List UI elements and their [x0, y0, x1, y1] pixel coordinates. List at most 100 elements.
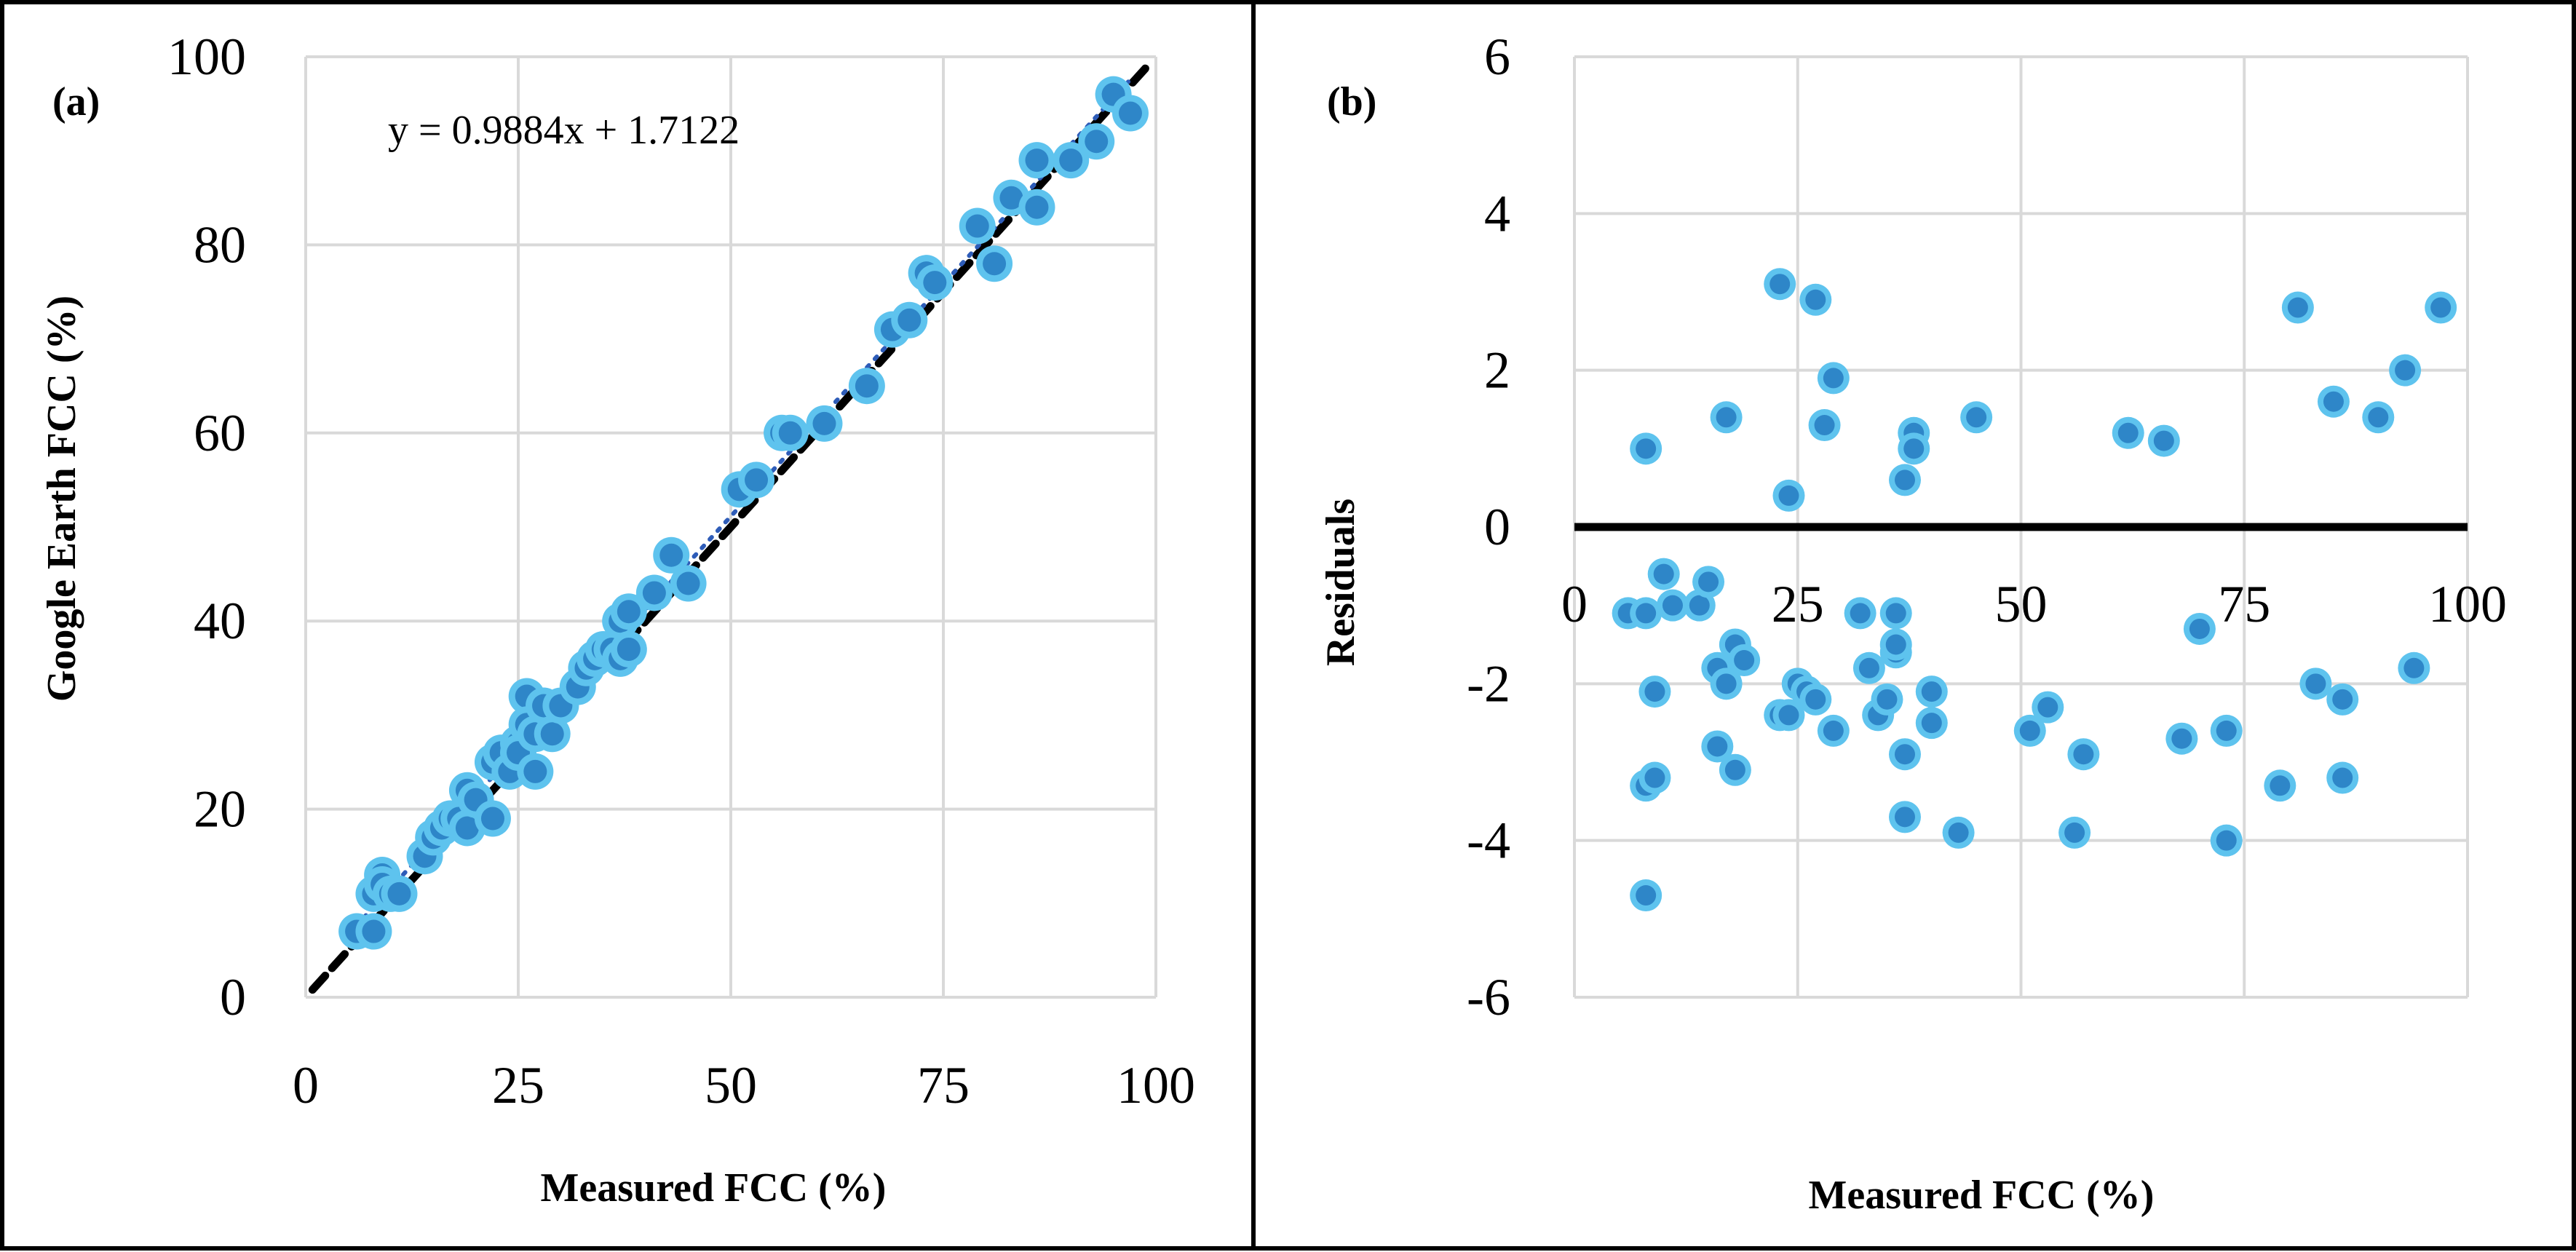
residual-point [2013, 714, 2046, 747]
data-point [534, 716, 571, 753]
data-point-core [523, 759, 547, 783]
data-point [976, 245, 1013, 282]
panel-b-x-tick-label: 100 [2428, 575, 2507, 633]
residual-point-core [1885, 634, 1906, 655]
panel-b-y-tick-label: -2 [1467, 654, 1510, 713]
data-point [1053, 142, 1090, 179]
residual-point [1915, 675, 1948, 708]
residual-point [2299, 667, 2332, 700]
residual-point-core [1778, 705, 1799, 726]
residual-point [1888, 738, 1921, 771]
residual-point-core [2073, 744, 2094, 765]
panel-b-y-tick-label: 0 [1484, 498, 1510, 556]
data-point-core [1118, 101, 1142, 125]
data-point [916, 264, 954, 301]
residual-point-core [2403, 657, 2425, 678]
panel-a-x-tick-label: 100 [1117, 1056, 1195, 1114]
residual-point [2112, 416, 2144, 449]
residual-point-core [1850, 603, 1871, 624]
residual-point [1710, 667, 1743, 700]
panel-a: 0 25 50 75 100 0 20 40 60 80 100 (a) y = 0.9884x … [39, 28, 1195, 1211]
panel-b-x-tick-label: 75 [2218, 575, 2270, 633]
panel-a-x-tick-label: 0 [293, 1056, 319, 1114]
panel-b-y-tick-label: -6 [1467, 968, 1510, 1026]
residual-point-core [2430, 297, 2452, 318]
data-point [1018, 189, 1055, 226]
data-point [610, 593, 647, 630]
residual-point [2147, 424, 2180, 457]
panel-b-frame [1251, 0, 2576, 1251]
residual-point [1898, 432, 1930, 465]
data-point-core [540, 722, 564, 746]
residual-point-core [2216, 720, 2237, 741]
residual-point-core [1734, 650, 1755, 671]
panel-b-points [1612, 268, 2457, 912]
data-point [653, 536, 690, 574]
residual-point-core [1814, 415, 1835, 436]
panel-b-y-tick-label: 2 [1484, 341, 1510, 400]
residual-point-core [2395, 360, 2416, 381]
data-point-core [897, 308, 922, 332]
residual-point [1915, 707, 1948, 740]
residual-point [2058, 816, 2091, 849]
panel-a-x-axis-label: Measured FCC (%) [541, 1165, 887, 1211]
residual-point-core [1724, 759, 1745, 780]
data-point-core [1025, 148, 1049, 173]
residual-point [1647, 558, 1680, 590]
panel-b: 0 25 50 75 100 6 4 2 0 -2 -4 -6 (b) Measured FCC (… [1318, 28, 2507, 1218]
residual-point-core [2270, 775, 2291, 796]
residual-point [2210, 824, 2243, 857]
residual-point-core [1707, 736, 1728, 757]
residual-point [1888, 464, 1921, 496]
residual-point-core [1805, 289, 1826, 310]
residual-point-core [2332, 767, 2353, 788]
residual-point-core [2368, 407, 2389, 428]
data-point [517, 753, 554, 790]
data-point-core [745, 468, 769, 492]
residual-point [2326, 761, 2359, 794]
data-point [738, 461, 775, 499]
panel-a-grid [304, 55, 1157, 999]
data-point [381, 875, 418, 912]
residual-point [2317, 385, 2350, 418]
residual-point-core [1636, 438, 1657, 459]
residual-point [1879, 628, 1912, 661]
residual-point-core [2037, 697, 2058, 718]
residual-point [1817, 714, 1850, 747]
residual-point [1719, 753, 1751, 786]
panel-b-x-tick-label: 25 [1772, 575, 1824, 633]
residual-point [1817, 362, 1850, 395]
panel-a-x-tick-label: 50 [705, 1056, 757, 1114]
residual-point-core [2189, 618, 2210, 639]
data-point-core [812, 411, 836, 435]
residual-point-core [1858, 657, 1879, 678]
panel-b-label: (b) [1327, 79, 1376, 124]
residual-point [1630, 879, 1662, 912]
data-point-core [999, 186, 1023, 210]
panel-a-points [338, 76, 1149, 950]
residual-point-core [2216, 830, 2237, 851]
residual-point [1808, 409, 1841, 442]
residual-point [2425, 291, 2457, 324]
residual-point [2362, 401, 2395, 434]
data-point [772, 414, 809, 451]
residual-point [1630, 597, 1662, 630]
data-point [1078, 123, 1115, 160]
residual-point [1799, 683, 1832, 716]
residual-point-core [1778, 485, 1799, 506]
data-point-core [387, 881, 411, 906]
panel-a-x-tick-label: 75 [917, 1056, 970, 1114]
panel-b-y-ticks: 6 4 2 0 -2 -4 -6 [1467, 28, 1510, 1026]
data-point-core [778, 421, 802, 445]
residual-point [2398, 651, 2430, 684]
data-point [806, 405, 843, 442]
data-point [670, 565, 707, 602]
residual-point-core [1876, 689, 1898, 710]
data-point [610, 630, 647, 667]
residual-point [1772, 479, 1805, 512]
residual-point [2210, 714, 2243, 747]
residual-point-core [2332, 689, 2353, 710]
residual-point-core [1636, 603, 1657, 624]
panel-a-x-ticks: 0 25 50 75 100 [293, 1056, 1195, 1114]
residual-point [1728, 644, 1761, 677]
